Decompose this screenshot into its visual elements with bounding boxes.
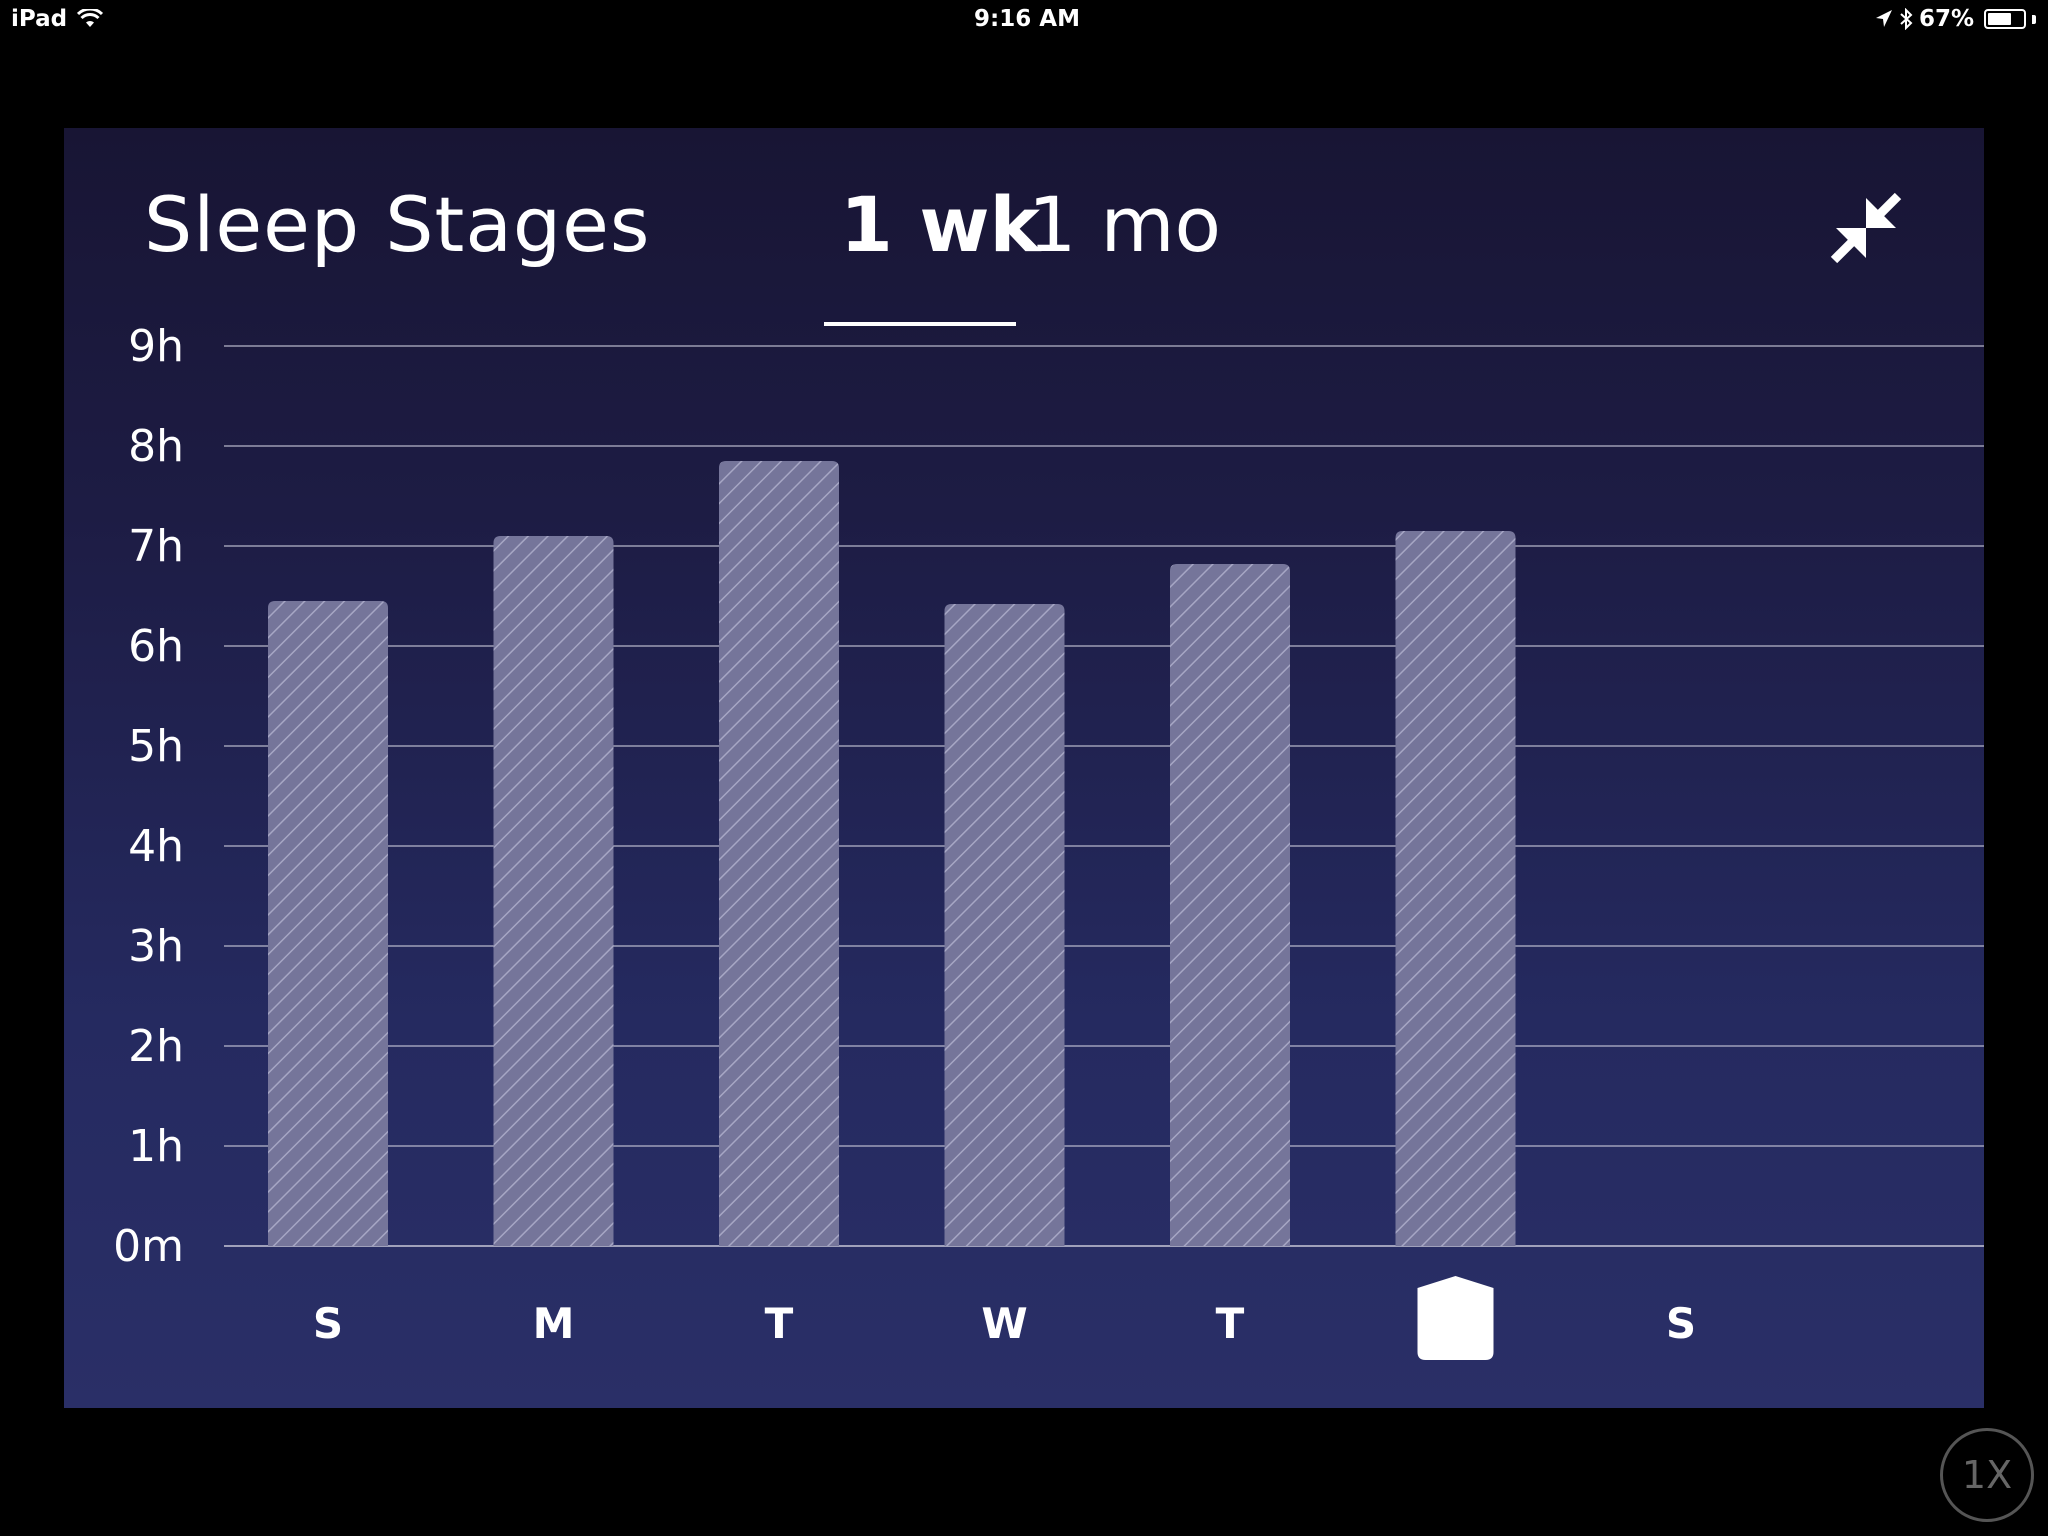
y-tick-label: 2h	[128, 1021, 184, 1072]
collapse-button[interactable]	[1826, 188, 1906, 268]
y-tick-label: 5h	[128, 721, 184, 772]
y-tick-label: 0m	[113, 1221, 184, 1272]
y-tick-label: 7h	[128, 521, 184, 572]
page-title: Sleep Stages	[144, 180, 651, 269]
status-bar: iPad 9:16 AM 67%	[0, 0, 2048, 40]
sleep-bar[interactable]	[719, 461, 839, 1246]
sleep-bar[interactable]	[1395, 531, 1516, 1246]
selected-day-marker	[1417, 1276, 1494, 1360]
x-tick-label[interactable]: F	[1441, 1299, 1470, 1348]
battery-icon	[1984, 9, 2026, 29]
sleep-bar[interactable]	[268, 601, 388, 1246]
x-tick-label[interactable]: T	[765, 1299, 794, 1348]
battery-fill	[1988, 13, 2011, 25]
y-tick-label: 8h	[128, 421, 184, 472]
battery-tip	[2032, 14, 2036, 24]
wifi-icon	[77, 9, 104, 27]
zoom-button[interactable]: 1X	[1940, 1428, 2034, 1522]
x-tick-label[interactable]: T	[1216, 1299, 1245, 1348]
y-tick-label: 1h	[128, 1121, 184, 1172]
y-tick-label: 6h	[128, 621, 184, 672]
sleep-stages-panel: Sleep Stages 1 wk 1 mo 0m 1h 2h 3h 4h 5h 6h 7h 8…	[64, 128, 1984, 1408]
collapse-arrows-icon	[1830, 192, 1902, 264]
x-tick-label[interactable]: W	[981, 1299, 1027, 1348]
y-tick-label: 4h	[128, 821, 184, 872]
status-right: 67%	[1875, 6, 2036, 32]
x-tick-label[interactable]: S	[313, 1299, 343, 1348]
bluetooth-icon	[1900, 8, 1913, 30]
sleep-bar[interactable]	[1170, 564, 1290, 1246]
x-tick-label[interactable]: M	[533, 1299, 575, 1348]
tab-1-month[interactable]: 1 mo	[1028, 180, 1222, 269]
device-name: iPad	[11, 6, 68, 32]
location-arrow-icon	[1875, 10, 1892, 27]
y-tick-label: 3h	[128, 921, 184, 972]
battery-percent: 67%	[1918, 6, 1974, 32]
sleep-bar[interactable]	[944, 604, 1065, 1246]
sleep-bar[interactable]	[493, 536, 614, 1246]
selected-tab-indicator	[824, 322, 1016, 326]
status-left: iPad	[11, 6, 104, 32]
tab-1-week[interactable]: 1 wk	[840, 180, 1041, 269]
y-tick-label: 9h	[128, 321, 184, 372]
status-time: 9:16 AM	[974, 6, 1080, 32]
x-tick-label[interactable]: S	[1666, 1299, 1696, 1348]
sleep-chart: 0m 1h 2h 3h 4h 5h 6h 7h 8h 9h S M T W T F S	[113, 321, 1984, 1360]
